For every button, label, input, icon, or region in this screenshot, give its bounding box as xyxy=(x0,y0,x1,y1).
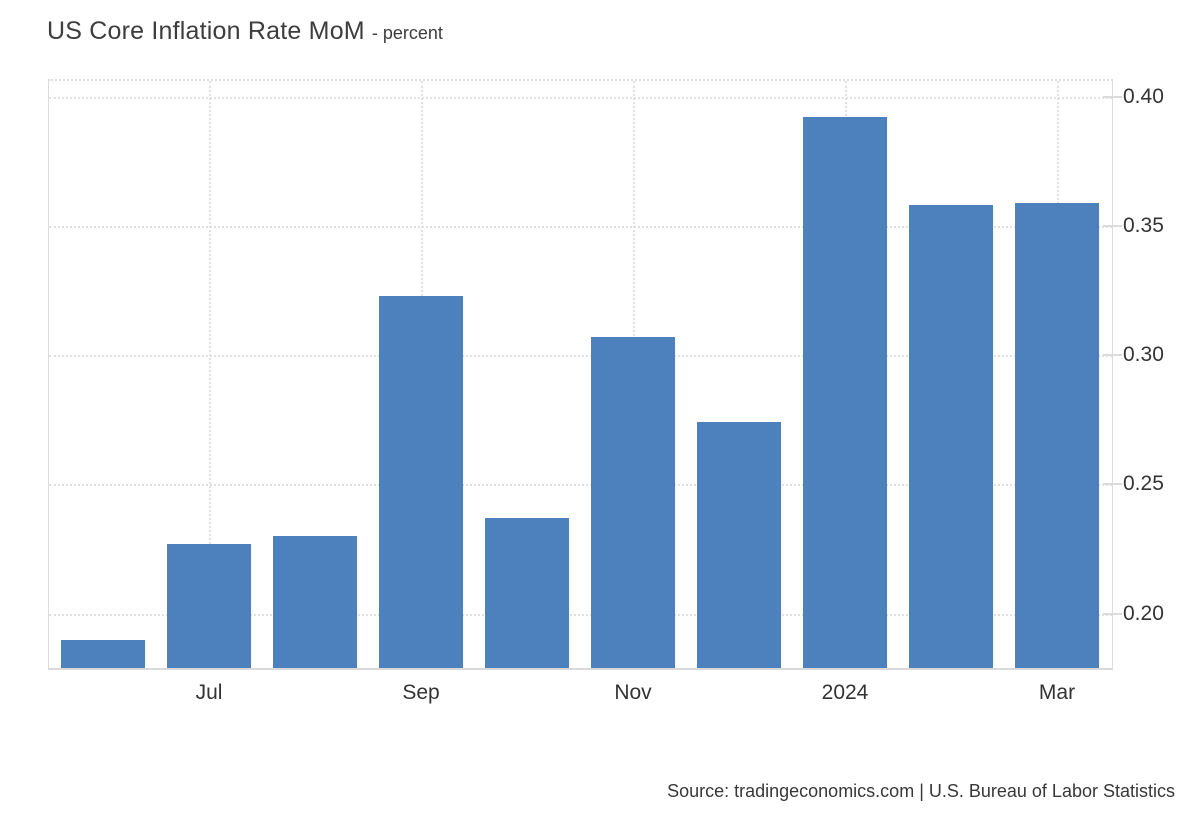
bar-dec-2023[interactable] xyxy=(697,422,781,668)
bar-nov-2023[interactable] xyxy=(591,337,675,668)
h-gridline xyxy=(49,355,1112,358)
x-tick-label: Mar xyxy=(1038,681,1076,704)
plot-area xyxy=(48,79,1122,670)
chart-header: US Core Inflation Rate MoM - percent xyxy=(47,17,443,46)
y-tick-label: 0.35 xyxy=(1123,213,1164,237)
x-tick-label: Nov xyxy=(614,681,652,704)
y-tick-mark xyxy=(1103,483,1122,486)
y-tick-label: 0.40 xyxy=(1123,84,1164,108)
v-gridline xyxy=(209,81,211,668)
bar-sep-2023[interactable] xyxy=(379,295,463,668)
bar-jan-2024[interactable] xyxy=(803,117,887,668)
source-attribution: Source: tradingeconomics.com | U.S. Bure… xyxy=(667,781,1175,801)
bar-oct-2023[interactable] xyxy=(485,518,569,668)
bar-jul-2023[interactable] xyxy=(167,543,251,668)
h-gridline xyxy=(49,96,1112,99)
y-tick-label: 0.25 xyxy=(1123,472,1164,496)
bar-aug-2023[interactable] xyxy=(273,536,357,668)
y-tick-mark xyxy=(1103,95,1122,98)
x-tick-label: 2024 xyxy=(821,681,869,704)
chart-subtitle: - percent xyxy=(371,23,443,43)
h-gridline xyxy=(49,225,1112,228)
y-tick-label: 0.20 xyxy=(1123,601,1164,625)
y-tick-mark xyxy=(1103,224,1122,227)
bar-jun-2023[interactable] xyxy=(61,639,145,668)
y-tick-mark xyxy=(1103,354,1122,357)
bar-feb-2024[interactable] xyxy=(909,205,993,668)
bar-mar-2024[interactable] xyxy=(1015,202,1099,668)
h-gridline xyxy=(49,484,1112,487)
x-tick-label: Jul xyxy=(195,681,223,704)
chart-title: US Core Inflation Rate MoM xyxy=(47,17,365,45)
y-tick-mark xyxy=(1103,612,1122,615)
x-tick-label: Sep xyxy=(402,681,440,704)
y-tick-label: 0.30 xyxy=(1123,343,1164,367)
h-gridline xyxy=(49,613,1112,616)
